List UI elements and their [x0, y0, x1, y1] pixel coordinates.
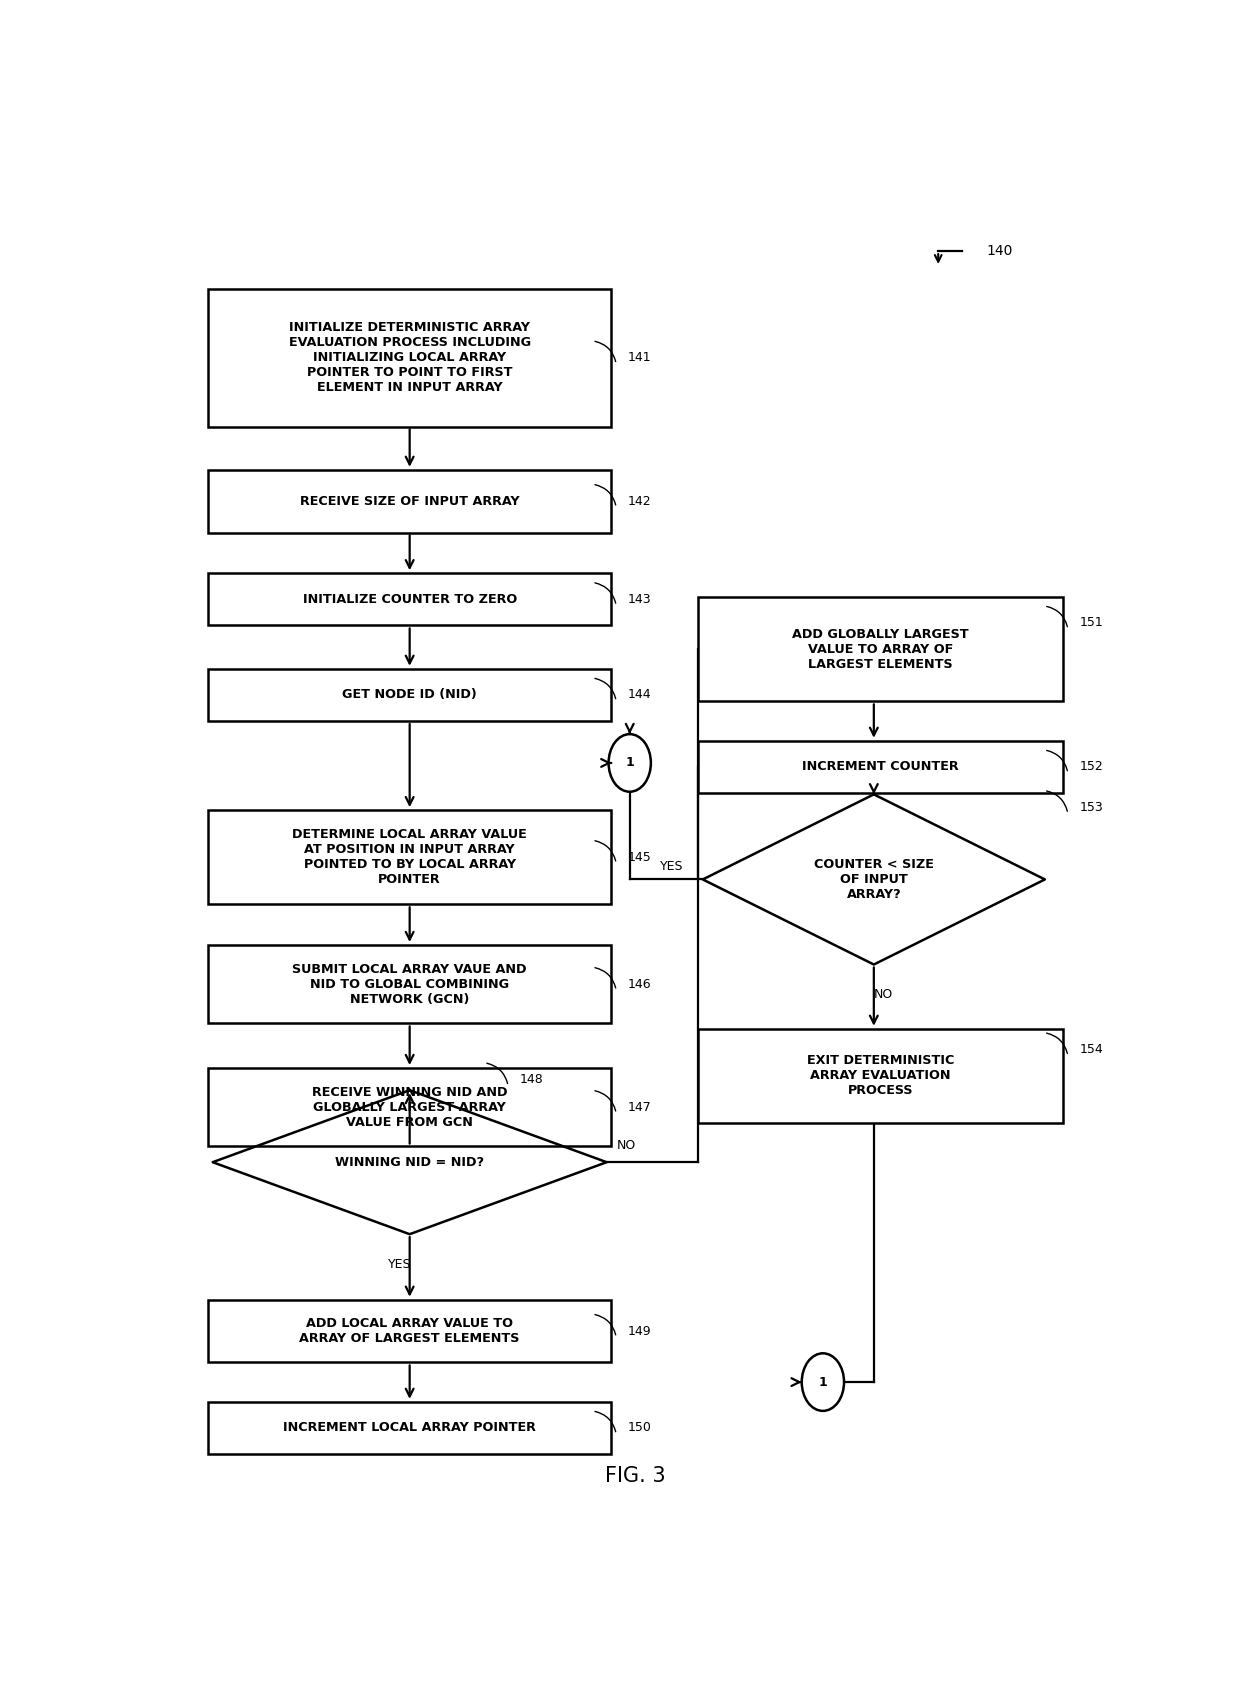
- Text: 147: 147: [627, 1100, 651, 1114]
- Text: DETERMINE LOCAL ARRAY VALUE
AT POSITION IN INPUT ARRAY
POINTED TO BY LOCAL ARRAY: DETERMINE LOCAL ARRAY VALUE AT POSITION …: [293, 828, 527, 886]
- Text: INITIALIZE COUNTER TO ZERO: INITIALIZE COUNTER TO ZERO: [303, 593, 517, 605]
- Text: 148: 148: [520, 1073, 543, 1086]
- Text: 143: 143: [627, 593, 651, 605]
- Text: 1: 1: [625, 756, 634, 770]
- Text: RECEIVE SIZE OF INPUT ARRAY: RECEIVE SIZE OF INPUT ARRAY: [300, 495, 520, 508]
- FancyBboxPatch shape: [208, 1068, 611, 1146]
- FancyBboxPatch shape: [208, 668, 611, 721]
- Text: 149: 149: [627, 1324, 651, 1338]
- FancyBboxPatch shape: [208, 945, 611, 1023]
- Text: YES: YES: [660, 860, 683, 872]
- Text: INITIALIZE DETERMINISTIC ARRAY
EVALUATION PROCESS INCLUDING
INITIALIZING LOCAL A: INITIALIZE DETERMINISTIC ARRAY EVALUATIO…: [289, 321, 531, 394]
- Text: 146: 146: [627, 977, 651, 991]
- Text: 142: 142: [627, 495, 651, 508]
- Text: INCREMENT COUNTER: INCREMENT COUNTER: [802, 760, 959, 774]
- Text: 151: 151: [1080, 617, 1104, 629]
- Text: ADD GLOBALLY LARGEST
VALUE TO ARRAY OF
LARGEST ELEMENTS: ADD GLOBALLY LARGEST VALUE TO ARRAY OF L…: [792, 627, 968, 670]
- FancyBboxPatch shape: [208, 573, 611, 626]
- Text: 144: 144: [627, 688, 651, 702]
- FancyBboxPatch shape: [208, 811, 611, 904]
- Text: 145: 145: [627, 850, 651, 864]
- Circle shape: [802, 1353, 844, 1411]
- FancyBboxPatch shape: [208, 1299, 611, 1362]
- FancyBboxPatch shape: [698, 1028, 1063, 1124]
- Text: WINNING NID = NID?: WINNING NID = NID?: [335, 1156, 484, 1168]
- Text: ADD LOCAL ARRAY VALUE TO
ARRAY OF LARGEST ELEMENTS: ADD LOCAL ARRAY VALUE TO ARRAY OF LARGES…: [300, 1318, 520, 1345]
- Text: FIG. 3: FIG. 3: [605, 1467, 666, 1486]
- FancyBboxPatch shape: [208, 1402, 611, 1454]
- Text: GET NODE ID (NID): GET NODE ID (NID): [342, 688, 477, 702]
- Text: COUNTER < SIZE
OF INPUT
ARRAY?: COUNTER < SIZE OF INPUT ARRAY?: [813, 858, 934, 901]
- FancyBboxPatch shape: [698, 597, 1063, 702]
- Text: NO: NO: [874, 988, 893, 1001]
- Text: 141: 141: [627, 352, 651, 364]
- Text: 140: 140: [986, 245, 1013, 258]
- FancyBboxPatch shape: [208, 289, 611, 427]
- Text: NO: NO: [616, 1139, 636, 1151]
- Text: SUBMIT LOCAL ARRAY VAUE AND
NID TO GLOBAL COMBINING
NETWORK (GCN): SUBMIT LOCAL ARRAY VAUE AND NID TO GLOBA…: [293, 962, 527, 1006]
- Text: 154: 154: [1080, 1044, 1104, 1056]
- Circle shape: [609, 734, 651, 792]
- Text: 1: 1: [818, 1375, 827, 1389]
- Text: 150: 150: [627, 1421, 652, 1435]
- Text: RECEIVE WINNING NID AND
GLOBALLY LARGEST ARRAY
VALUE FROM GCN: RECEIVE WINNING NID AND GLOBALLY LARGEST…: [312, 1086, 507, 1129]
- FancyBboxPatch shape: [208, 469, 611, 532]
- Text: 152: 152: [1080, 760, 1104, 774]
- FancyBboxPatch shape: [698, 741, 1063, 794]
- Text: EXIT DETERMINISTIC
ARRAY EVALUATION
PROCESS: EXIT DETERMINISTIC ARRAY EVALUATION PROC…: [807, 1054, 955, 1096]
- Text: 153: 153: [1080, 801, 1104, 814]
- Text: INCREMENT LOCAL ARRAY POINTER: INCREMENT LOCAL ARRAY POINTER: [283, 1421, 536, 1435]
- Text: YES: YES: [388, 1258, 412, 1270]
